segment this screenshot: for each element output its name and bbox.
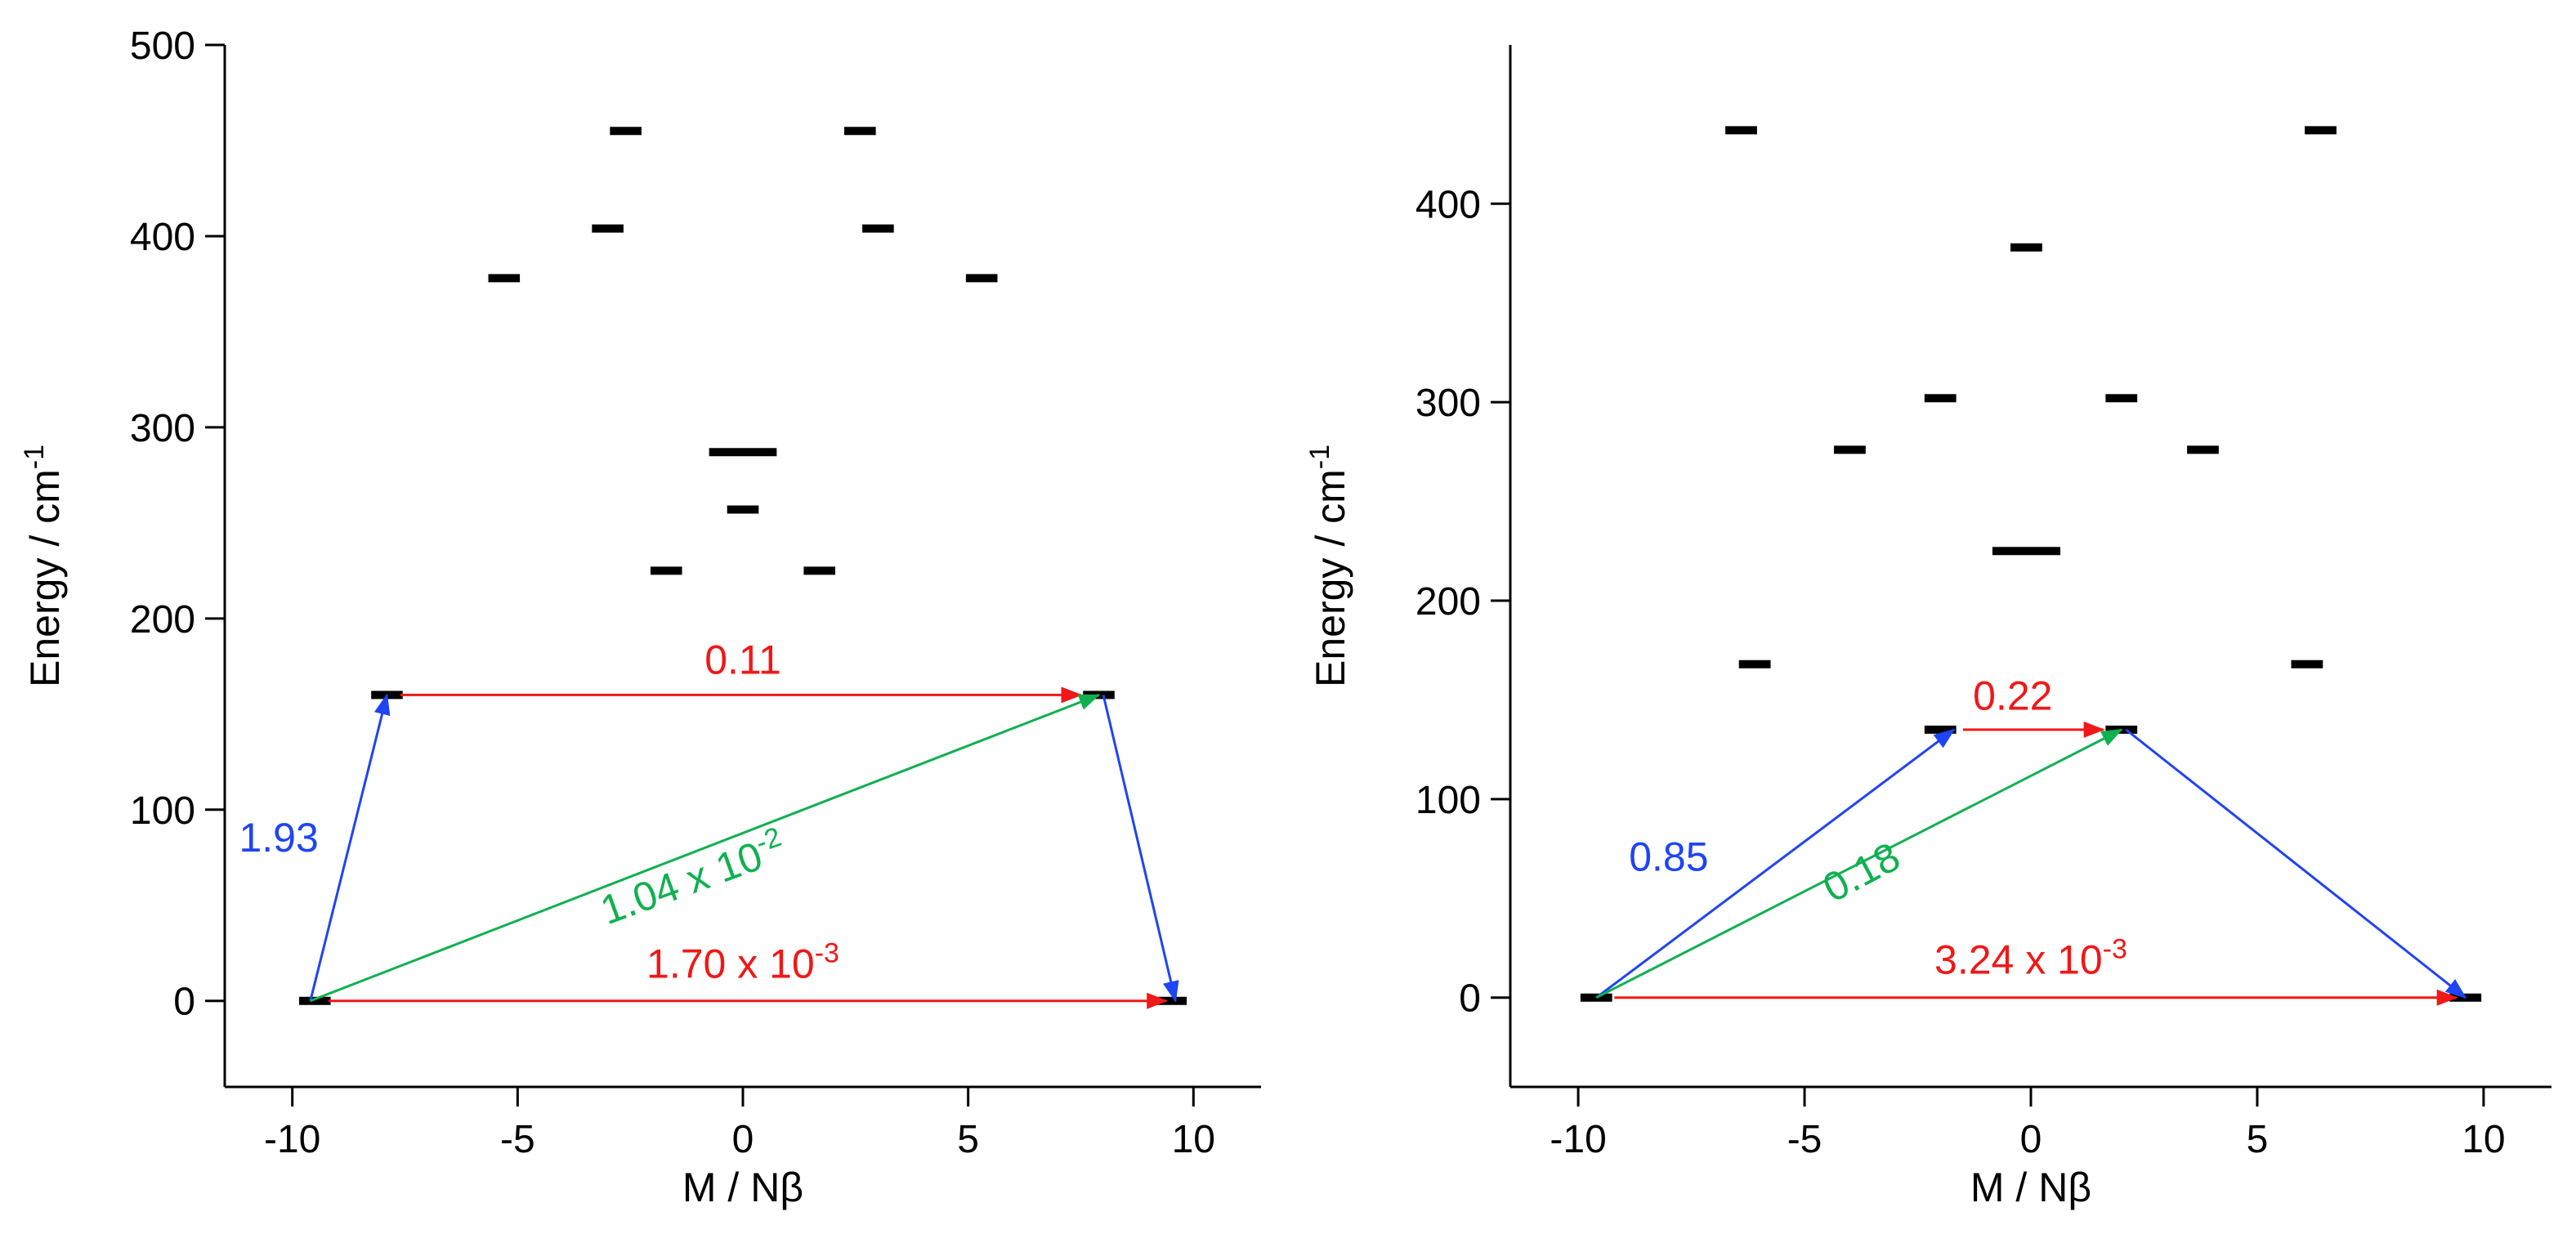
- x-tick-label: 0: [2020, 1118, 2042, 1161]
- y-tick-label: 200: [130, 598, 195, 642]
- transition-rate-label: 3.24 x 10-3: [1934, 934, 2127, 983]
- transition-rate-label: 0.85: [1629, 834, 1708, 879]
- x-tick-label: 5: [2247, 1118, 2269, 1161]
- y-tick-label: 0: [173, 981, 195, 1024]
- y-tick-label: 400: [1415, 183, 1481, 226]
- x-tick-label: 0: [732, 1118, 754, 1161]
- transition-rate-label: 0.22: [1973, 673, 2052, 719]
- x-axis-title: M / Nβ: [682, 1165, 803, 1210]
- y-tick-label: 100: [130, 789, 195, 833]
- x-axis-title: M / Nβ: [1970, 1165, 2091, 1210]
- y-axis-title: Energy / cm-1: [1304, 445, 1353, 687]
- x-tick-label: 10: [1172, 1118, 1215, 1161]
- x-tick-label: 5: [957, 1118, 979, 1161]
- x-tick-label: -5: [1787, 1118, 1822, 1161]
- transition-arrow: [1595, 728, 1956, 999]
- transition-arrow: [2125, 728, 2467, 999]
- transition-arrow: [1595, 728, 2123, 999]
- y-tick-label: 200: [1415, 580, 1481, 624]
- y-axis-title: Energy / cm-1: [19, 445, 68, 687]
- transition-arrow: [309, 693, 391, 1002]
- transition-arrow: [1102, 695, 1179, 1003]
- transition-rate-label: 1.93: [239, 815, 318, 861]
- y-tick-label: 100: [1415, 779, 1481, 822]
- x-tick-label: 10: [2462, 1118, 2505, 1161]
- x-tick-label: -10: [264, 1118, 320, 1161]
- y-tick-label: 300: [1415, 382, 1481, 425]
- transition-rate-label: 0.11: [704, 637, 781, 683]
- right-energy-diagram: 0 100 200 300 400 -10 -5 0 5 10 M / Nβ Energy / cm-…: [1304, 45, 2551, 1210]
- transition-arrow: [310, 694, 1101, 1003]
- y-tick-label: 500: [130, 25, 195, 68]
- left-energy-diagram: 0 100 200 300 400 500 -10 -5 0 5 10 M / Nβ Energy / …: [19, 25, 1261, 1210]
- x-tick-label: -10: [1550, 1118, 1606, 1161]
- transition-rate-label: 1.70 x 10-3: [646, 938, 839, 987]
- x-tick-label: -5: [500, 1118, 535, 1161]
- y-tick-label: 0: [1459, 977, 1481, 1021]
- transition-rate-label: 1.04 x 10-2: [593, 821, 791, 933]
- y-tick-label: 300: [130, 407, 195, 450]
- y-tick-label: 400: [130, 216, 195, 259]
